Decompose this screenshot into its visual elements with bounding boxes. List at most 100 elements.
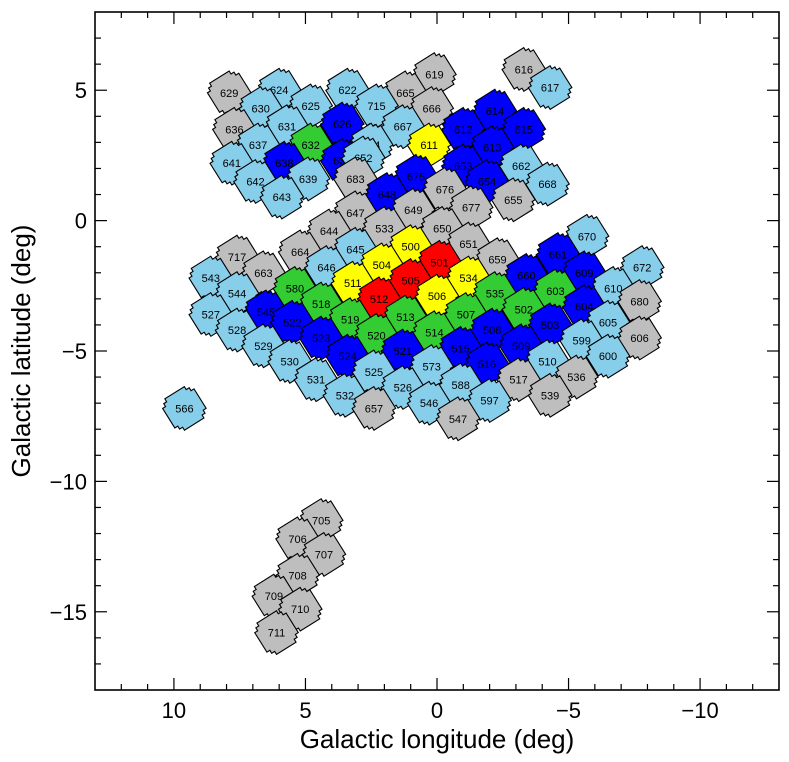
x-tick-label: 10 xyxy=(162,698,186,723)
y-tick-label: −15 xyxy=(50,600,87,625)
field-label: 613 xyxy=(483,143,501,155)
field-label: 526 xyxy=(394,383,412,395)
field-label: 630 xyxy=(252,104,270,116)
field-label: 500 xyxy=(402,242,420,254)
field-680 xyxy=(617,278,663,325)
field-label: 707 xyxy=(315,549,333,561)
field-label: 660 xyxy=(517,270,535,282)
field-label: 528 xyxy=(228,325,246,337)
field-label: 646 xyxy=(317,263,335,275)
x-tick-label: 0 xyxy=(431,698,443,723)
field-label: 504 xyxy=(373,260,391,272)
field-tile xyxy=(253,610,300,656)
field-566 xyxy=(161,385,207,431)
field-label: 544 xyxy=(228,289,246,301)
field-label: 539 xyxy=(541,390,559,402)
field-label: 531 xyxy=(307,375,325,387)
field-label: 518 xyxy=(312,299,330,311)
field-label: 513 xyxy=(396,312,414,324)
field-label: 683 xyxy=(346,174,364,186)
field-label: 649 xyxy=(404,205,422,217)
field-643 xyxy=(259,174,305,220)
field-label: 670 xyxy=(578,231,596,243)
field-label: 637 xyxy=(249,140,267,152)
field-label: 705 xyxy=(312,516,330,528)
field-label: 657 xyxy=(365,403,383,415)
field-label: 505 xyxy=(402,276,420,288)
field-label: 605 xyxy=(599,317,617,329)
field-668 xyxy=(524,161,571,207)
field-label: 501 xyxy=(430,257,448,269)
field-label: 534 xyxy=(459,273,477,285)
field-label: 516 xyxy=(478,359,496,371)
field-label: 639 xyxy=(299,174,317,186)
field-label: 611 xyxy=(420,140,438,152)
field-label: 604 xyxy=(575,302,593,314)
field-label: 644 xyxy=(320,226,338,238)
field-label: 543 xyxy=(202,273,220,285)
plot-frame xyxy=(94,11,780,691)
field-label: 655 xyxy=(504,195,522,207)
field-655 xyxy=(490,177,536,223)
field-label: 624 xyxy=(270,85,288,97)
field-tile xyxy=(585,333,631,379)
field-label: 659 xyxy=(488,255,506,267)
field-label: 641 xyxy=(223,158,241,170)
field-label: 636 xyxy=(225,124,243,136)
field-label: 600 xyxy=(599,351,617,363)
field-label: 512 xyxy=(370,294,388,306)
field-label: 588 xyxy=(452,380,470,392)
field-label: 503 xyxy=(541,320,559,332)
field-label: 573 xyxy=(423,362,441,374)
field-label: 517 xyxy=(509,375,527,387)
field-label: 514 xyxy=(425,328,443,340)
field-label: 667 xyxy=(394,122,412,134)
field-597 xyxy=(467,377,513,424)
field-label: 645 xyxy=(346,244,364,256)
field-label: 672 xyxy=(633,263,651,275)
field-tile xyxy=(527,65,573,111)
field-label: 603 xyxy=(546,286,564,298)
field-tile xyxy=(617,315,663,361)
field-label: 522 xyxy=(283,317,301,329)
field-label: 710 xyxy=(291,604,309,616)
field-label: 654 xyxy=(478,177,496,189)
field-label: 525 xyxy=(365,367,383,379)
field-606 xyxy=(617,315,663,361)
field-label: 650 xyxy=(433,223,451,235)
field-label: 610 xyxy=(604,283,622,295)
field-label: 508 xyxy=(483,325,501,337)
field-label: 616 xyxy=(515,64,533,76)
field-label: 617 xyxy=(541,83,559,95)
field-label: 648 xyxy=(378,190,396,202)
field-tile xyxy=(617,278,663,325)
y-tick-label: −5 xyxy=(62,339,87,364)
y-tick-label: 5 xyxy=(75,78,87,103)
field-label: 502 xyxy=(515,304,533,316)
field-label: 626 xyxy=(333,119,351,131)
field-label: 631 xyxy=(278,122,296,134)
field-label: 615 xyxy=(515,124,533,136)
field-label: 609 xyxy=(575,268,593,280)
field-label: 511 xyxy=(344,278,362,290)
field-tile xyxy=(467,377,513,424)
y-axis-title: Galactic latitude (deg) xyxy=(6,225,36,478)
field-label: 642 xyxy=(246,177,264,189)
field-label: 647 xyxy=(346,208,364,220)
field-label: 520 xyxy=(367,330,385,342)
field-label: 536 xyxy=(567,372,585,384)
field-label: 597 xyxy=(480,396,498,408)
x-tick-label: −5 xyxy=(556,698,581,723)
field-label: 509 xyxy=(512,341,530,353)
field-label: 661 xyxy=(549,250,567,262)
field-label: 527 xyxy=(202,310,220,322)
field-label: 529 xyxy=(254,341,272,353)
field-label: 677 xyxy=(462,203,480,215)
field-label: 662 xyxy=(512,161,530,173)
field-label: 653 xyxy=(454,161,472,173)
field-label: 711 xyxy=(268,628,286,640)
field-label: 665 xyxy=(396,88,414,100)
field-711 xyxy=(253,610,300,656)
field-label: 709 xyxy=(265,591,283,603)
